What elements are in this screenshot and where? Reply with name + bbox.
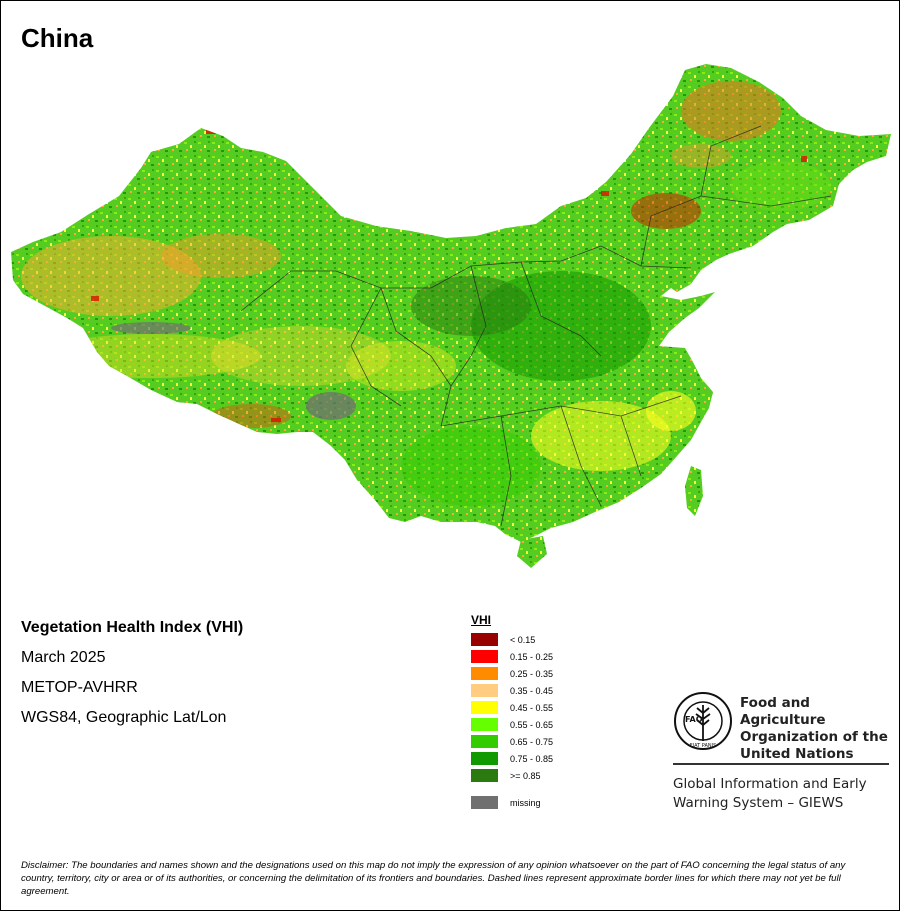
legend-label: 0.75 - 0.85	[510, 753, 554, 764]
fao-logo-icon: FAO FIAT PANIS	[674, 692, 732, 750]
legend-item: 0.25 - 0.35	[471, 665, 553, 682]
legend-item: 0.65 - 0.75	[471, 733, 553, 750]
legend-swatch	[471, 667, 498, 680]
legend-item: < 0.15	[471, 631, 553, 648]
disclaimer-text: Disclaimer: The boundaries and names sho…	[21, 860, 846, 897]
legend-title: VHI	[471, 613, 492, 627]
map-info-block: Vegetation Health Index (VHI) March 2025…	[21, 619, 243, 739]
legend-label: 0.45 - 0.55	[510, 702, 554, 713]
legend-item-missing: missing	[471, 794, 553, 811]
legend-item: 0.15 - 0.25	[471, 648, 553, 665]
legend-item: 0.55 - 0.65	[471, 716, 553, 733]
legend-swatch	[471, 752, 498, 765]
fao-logo-text: FAO	[685, 715, 703, 724]
sensor-name: METOP-AVHRR	[21, 679, 138, 696]
fao-logo-motto: FIAT PANIS	[690, 743, 717, 749]
legend-swatch	[471, 684, 498, 697]
giews-label: Global Information and Early Warning Sys…	[673, 776, 867, 811]
fao-divider	[673, 763, 889, 765]
legend-item: 0.75 - 0.85	[471, 750, 553, 767]
legend-label: < 0.15	[510, 634, 536, 645]
legend-swatch	[471, 735, 498, 748]
vhi-legend: VHI < 0.15 0.15 - 0.25 0.25 - 0.35 0.35 - 0…	[471, 613, 553, 811]
legend-item: >= 0.85	[471, 767, 553, 784]
legend-swatch-missing	[471, 796, 498, 809]
map-period: March 2025	[21, 649, 106, 666]
legend-label: 0.65 - 0.75	[510, 736, 554, 747]
legend-label-missing: missing	[510, 797, 541, 808]
fao-name: Food and Agriculture Organization of the…	[740, 695, 888, 762]
legend-label: 0.35 - 0.45	[510, 685, 554, 696]
legend-swatch	[471, 633, 498, 646]
legend-swatch	[471, 650, 498, 663]
taiwan-shape	[685, 466, 703, 516]
legend-items: < 0.15 0.15 - 0.25 0.25 - 0.35 0.35 - 0.45 0…	[471, 631, 553, 784]
legend-label: >= 0.85	[510, 770, 541, 781]
legend-item: 0.45 - 0.55	[471, 699, 553, 716]
projection-label: WGS84, Geographic Lat/Lon	[21, 709, 227, 726]
map-title: China	[21, 23, 94, 53]
china-vhi-map	[11, 64, 891, 568]
index-name: Vegetation Health Index (VHI)	[21, 619, 244, 636]
legend-label: 0.25 - 0.35	[510, 668, 554, 679]
legend-item: 0.35 - 0.45	[471, 682, 553, 699]
legend-swatch	[471, 701, 498, 714]
hainan-shape	[517, 536, 547, 568]
legend-label: 0.55 - 0.65	[510, 719, 554, 730]
legend-swatch	[471, 718, 498, 731]
legend-swatch	[471, 769, 498, 782]
legend-label: 0.15 - 0.25	[510, 651, 554, 662]
